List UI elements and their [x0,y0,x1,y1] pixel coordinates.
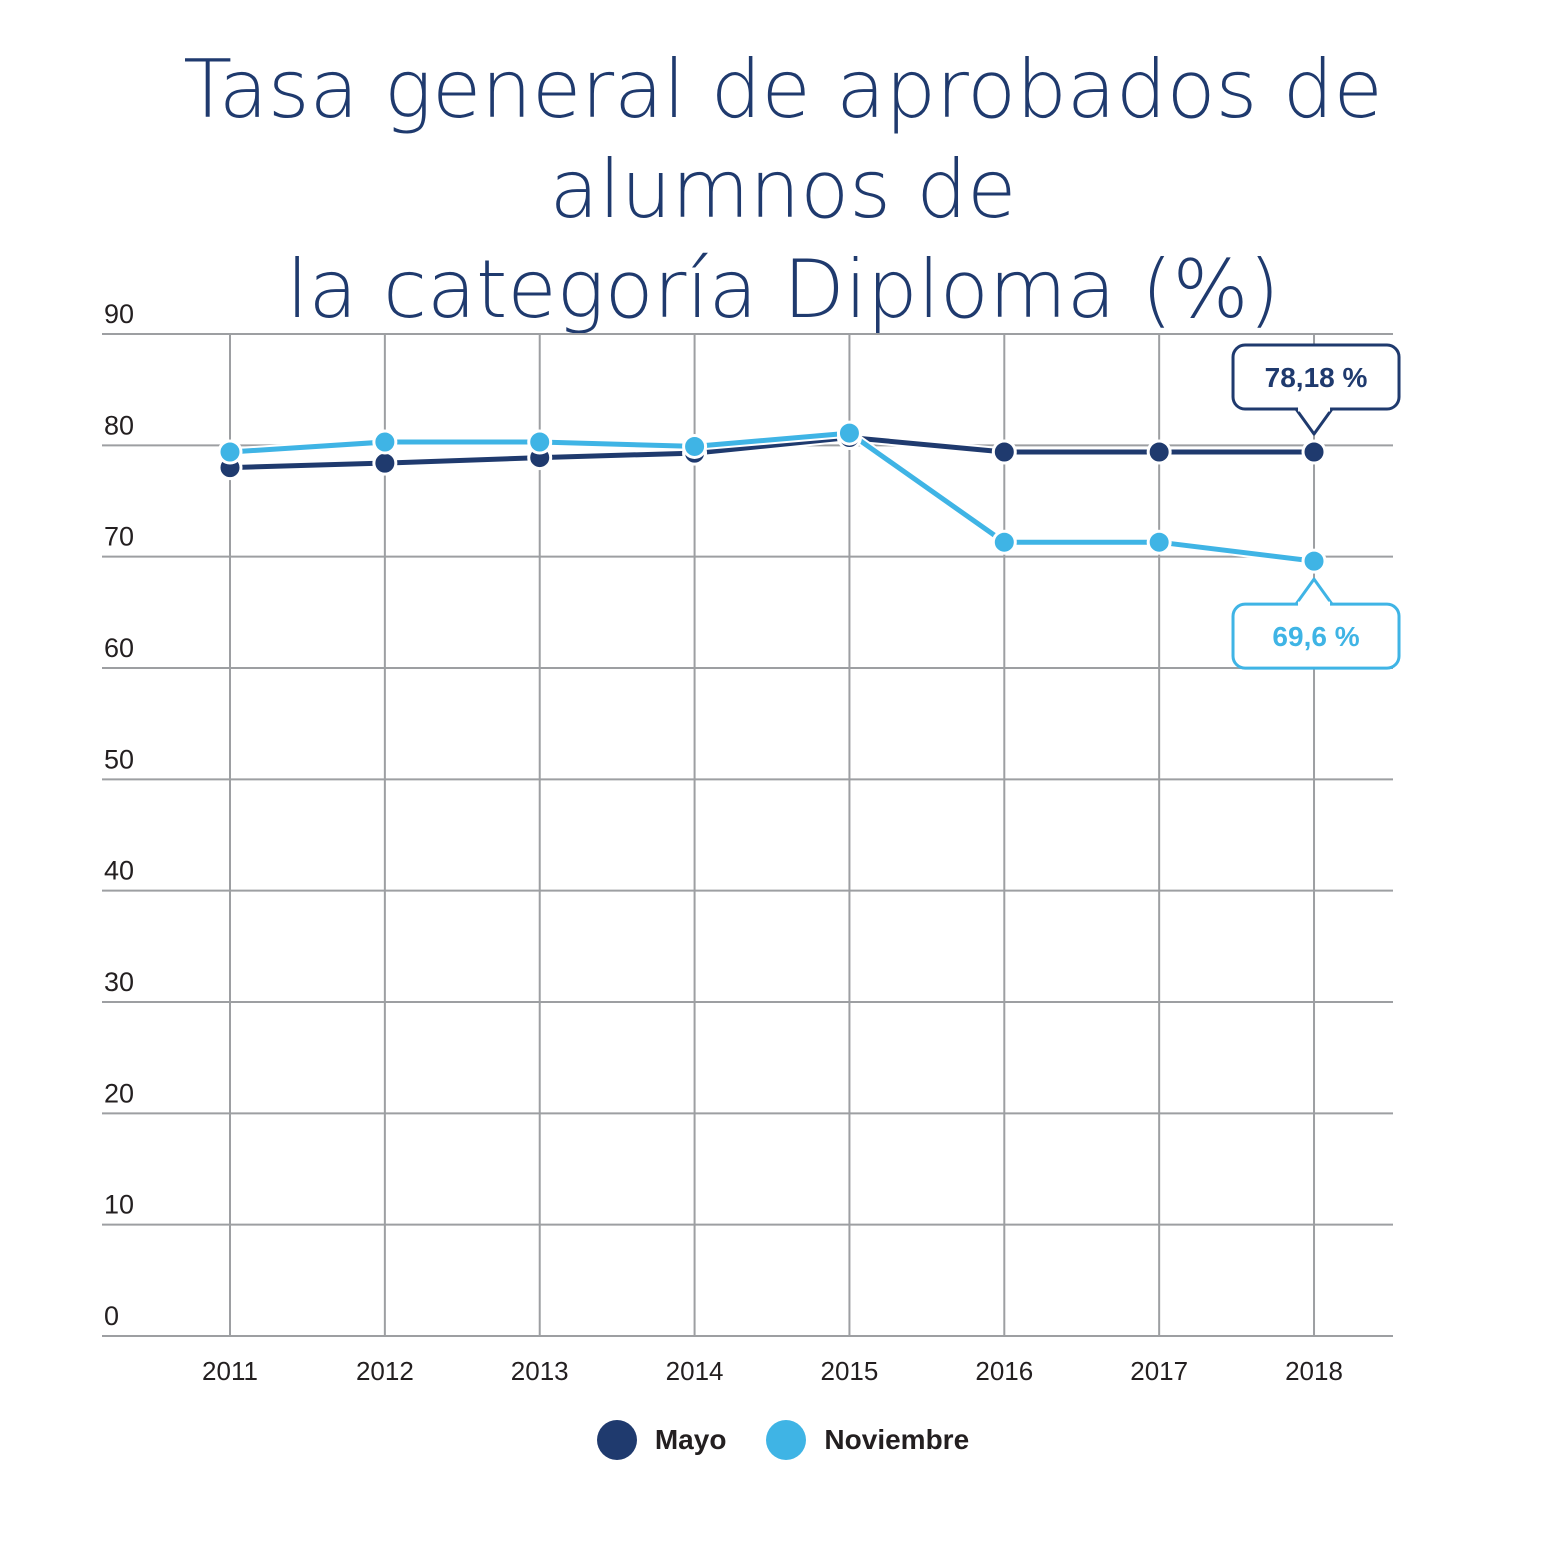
y-tick-label-50: 50 [104,744,134,774]
y-tick-label-90: 90 [104,299,134,329]
series-line-mayo [229,435,1314,471]
data-point-noviembre-2017 [1146,529,1172,555]
series-line-noviembre [229,430,1315,564]
x-tick-label-2013: 2013 [511,1356,569,1386]
y-tick-label-20: 20 [104,1078,134,1108]
data-point-noviembre-2011 [217,439,243,465]
x-tick-label-2017: 2017 [1130,1356,1188,1386]
x-tick-label-2014: 2014 [666,1356,724,1386]
x-tick-label-2012: 2012 [356,1356,414,1386]
x-tick-label-2018: 2018 [1285,1356,1343,1386]
callouts: 78,18 % 69,6 % [1231,343,1401,670]
y-tick-label-40: 40 [104,856,134,886]
y-tick-label-10: 10 [104,1190,134,1220]
data-point-noviembre-2014 [682,433,708,459]
series-lines [229,428,1315,566]
legend-label-noviembre: Noviembre [824,1424,970,1455]
callout-label-noviembre: 69,6 % [1272,621,1359,652]
y-tick-label-60: 60 [104,633,134,663]
data-point-noviembre-2013 [527,429,553,455]
legend-item-mayo: Mayo [596,1420,727,1460]
legend-item-noviembre: Noviembre [766,1420,969,1460]
chart-title-line-1: Tasa general de aprobados de alumnos de [183,43,1383,236]
callout-label-mayo: 78,18 % [1265,362,1368,393]
legend-label-mayo: Mayo [654,1424,727,1455]
callout-pointer-noviembre [1294,577,1334,605]
axis-labels: 0 10 20 30 40 50 60 70 80 90 2011 2012 2013 2014 2015 2… [104,299,1343,1386]
legend: Mayo Noviembre [0,1420,1566,1460]
data-point-mayo-2017 [1146,439,1172,465]
line-chart: 0 10 20 30 40 50 60 70 80 90 2011 2012 2013 2014 2015 2… [102,299,1401,1386]
chart-title-line-2: la categoría Diploma (%) [286,243,1280,336]
data-point-noviembre-2018 [1301,548,1327,574]
data-point-noviembre-2015 [836,420,862,446]
chart-title: Tasa general de aprobados de alumnos de … [0,40,1566,340]
data-point-noviembre-2016 [991,529,1017,555]
y-tick-label-0: 0 [104,1301,119,1331]
legend-swatch-noviembre [766,1420,807,1460]
data-point-mayo-2012 [372,450,398,476]
x-tick-label-2015: 2015 [821,1356,879,1386]
data-point-mayo-2016 [991,439,1017,465]
callout-pointer-mayo [1294,408,1334,436]
x-tick-label-2011: 2011 [202,1356,258,1386]
y-tick-label-30: 30 [104,967,134,997]
grid-lines [102,333,1393,1337]
data-point-noviembre-2012 [372,429,398,455]
data-point-mayo-2018 [1301,439,1327,465]
series-points [217,420,1327,574]
legend-swatch-mayo [596,1420,637,1460]
y-tick-label-80: 80 [104,410,134,440]
x-tick-label-2016: 2016 [975,1356,1033,1386]
y-tick-label-70: 70 [104,522,134,552]
